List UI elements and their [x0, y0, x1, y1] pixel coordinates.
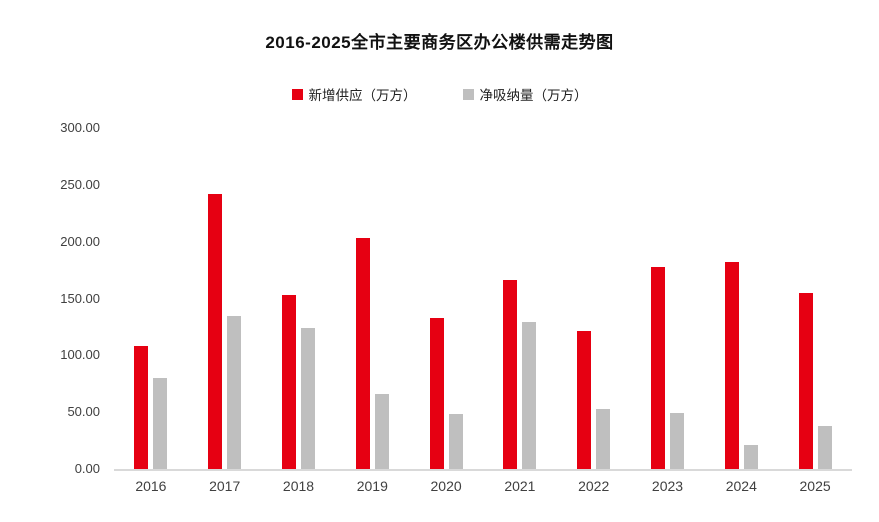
bar-net-absorption	[596, 408, 611, 469]
x-tick-label: 2018	[282, 478, 315, 494]
x-tick-label: 2021	[504, 478, 536, 494]
bar-new-supply	[208, 193, 223, 469]
chart-title: 2016-2025全市主要商务区办公楼供需走势图	[265, 33, 614, 52]
bar-net-absorption	[227, 315, 242, 469]
plot-area	[114, 128, 852, 471]
y-tick-label: 150.00	[60, 290, 100, 306]
bar-net-absorption	[153, 378, 168, 469]
y-tick-label: 100.00	[60, 347, 100, 363]
x-tick-label: 2017	[209, 478, 241, 494]
bar-new-supply	[724, 262, 739, 469]
bar-net-absorption	[448, 414, 463, 469]
legend-item-net-absorption: 净吸纳量（万方）	[462, 84, 588, 104]
y-tick-label: 300.00	[60, 120, 100, 135]
x-tick-label: 2019	[356, 478, 388, 494]
x-tick-label: 2024	[725, 478, 757, 494]
bar-new-supply	[577, 331, 592, 469]
legend-label-net-absorption: 净吸纳量（万方）	[479, 88, 588, 103]
x-tick-label: 2016	[135, 478, 167, 494]
bar-new-supply	[798, 292, 813, 469]
bar-net-absorption	[743, 445, 758, 469]
bar-new-supply	[429, 317, 444, 469]
bar-net-absorption	[301, 328, 315, 469]
chart-legend: 新增供应（万方） 净吸纳量（万方）	[0, 84, 879, 104]
bar-new-supply	[282, 295, 296, 469]
y-tick-label: 50.00	[67, 404, 100, 420]
y-tick-label: 0.00	[74, 461, 100, 476]
bar-new-supply	[355, 238, 370, 469]
legend-label-new-supply: 新增供应（万方）	[308, 88, 417, 103]
bar-new-supply	[134, 346, 149, 469]
bar-new-supply	[503, 280, 518, 469]
x-tick-label: 2023	[651, 478, 684, 494]
y-tick-label: 250.00	[60, 176, 100, 192]
x-tick-label: 2022	[578, 478, 610, 494]
bar-net-absorption	[817, 425, 832, 469]
bar-new-supply	[651, 266, 665, 469]
x-tick-label: 2025	[799, 478, 831, 494]
x-tick-label: 2020	[430, 478, 462, 494]
bar-net-absorption	[670, 413, 684, 469]
legend-swatch-gray-icon	[462, 88, 474, 100]
bar-net-absorption	[522, 322, 537, 469]
bar-net-absorption	[374, 393, 389, 469]
legend-item-new-supply: 新增供应（万方）	[291, 84, 417, 104]
y-tick-label: 200.00	[60, 233, 100, 249]
legend-swatch-red-icon	[291, 88, 303, 100]
